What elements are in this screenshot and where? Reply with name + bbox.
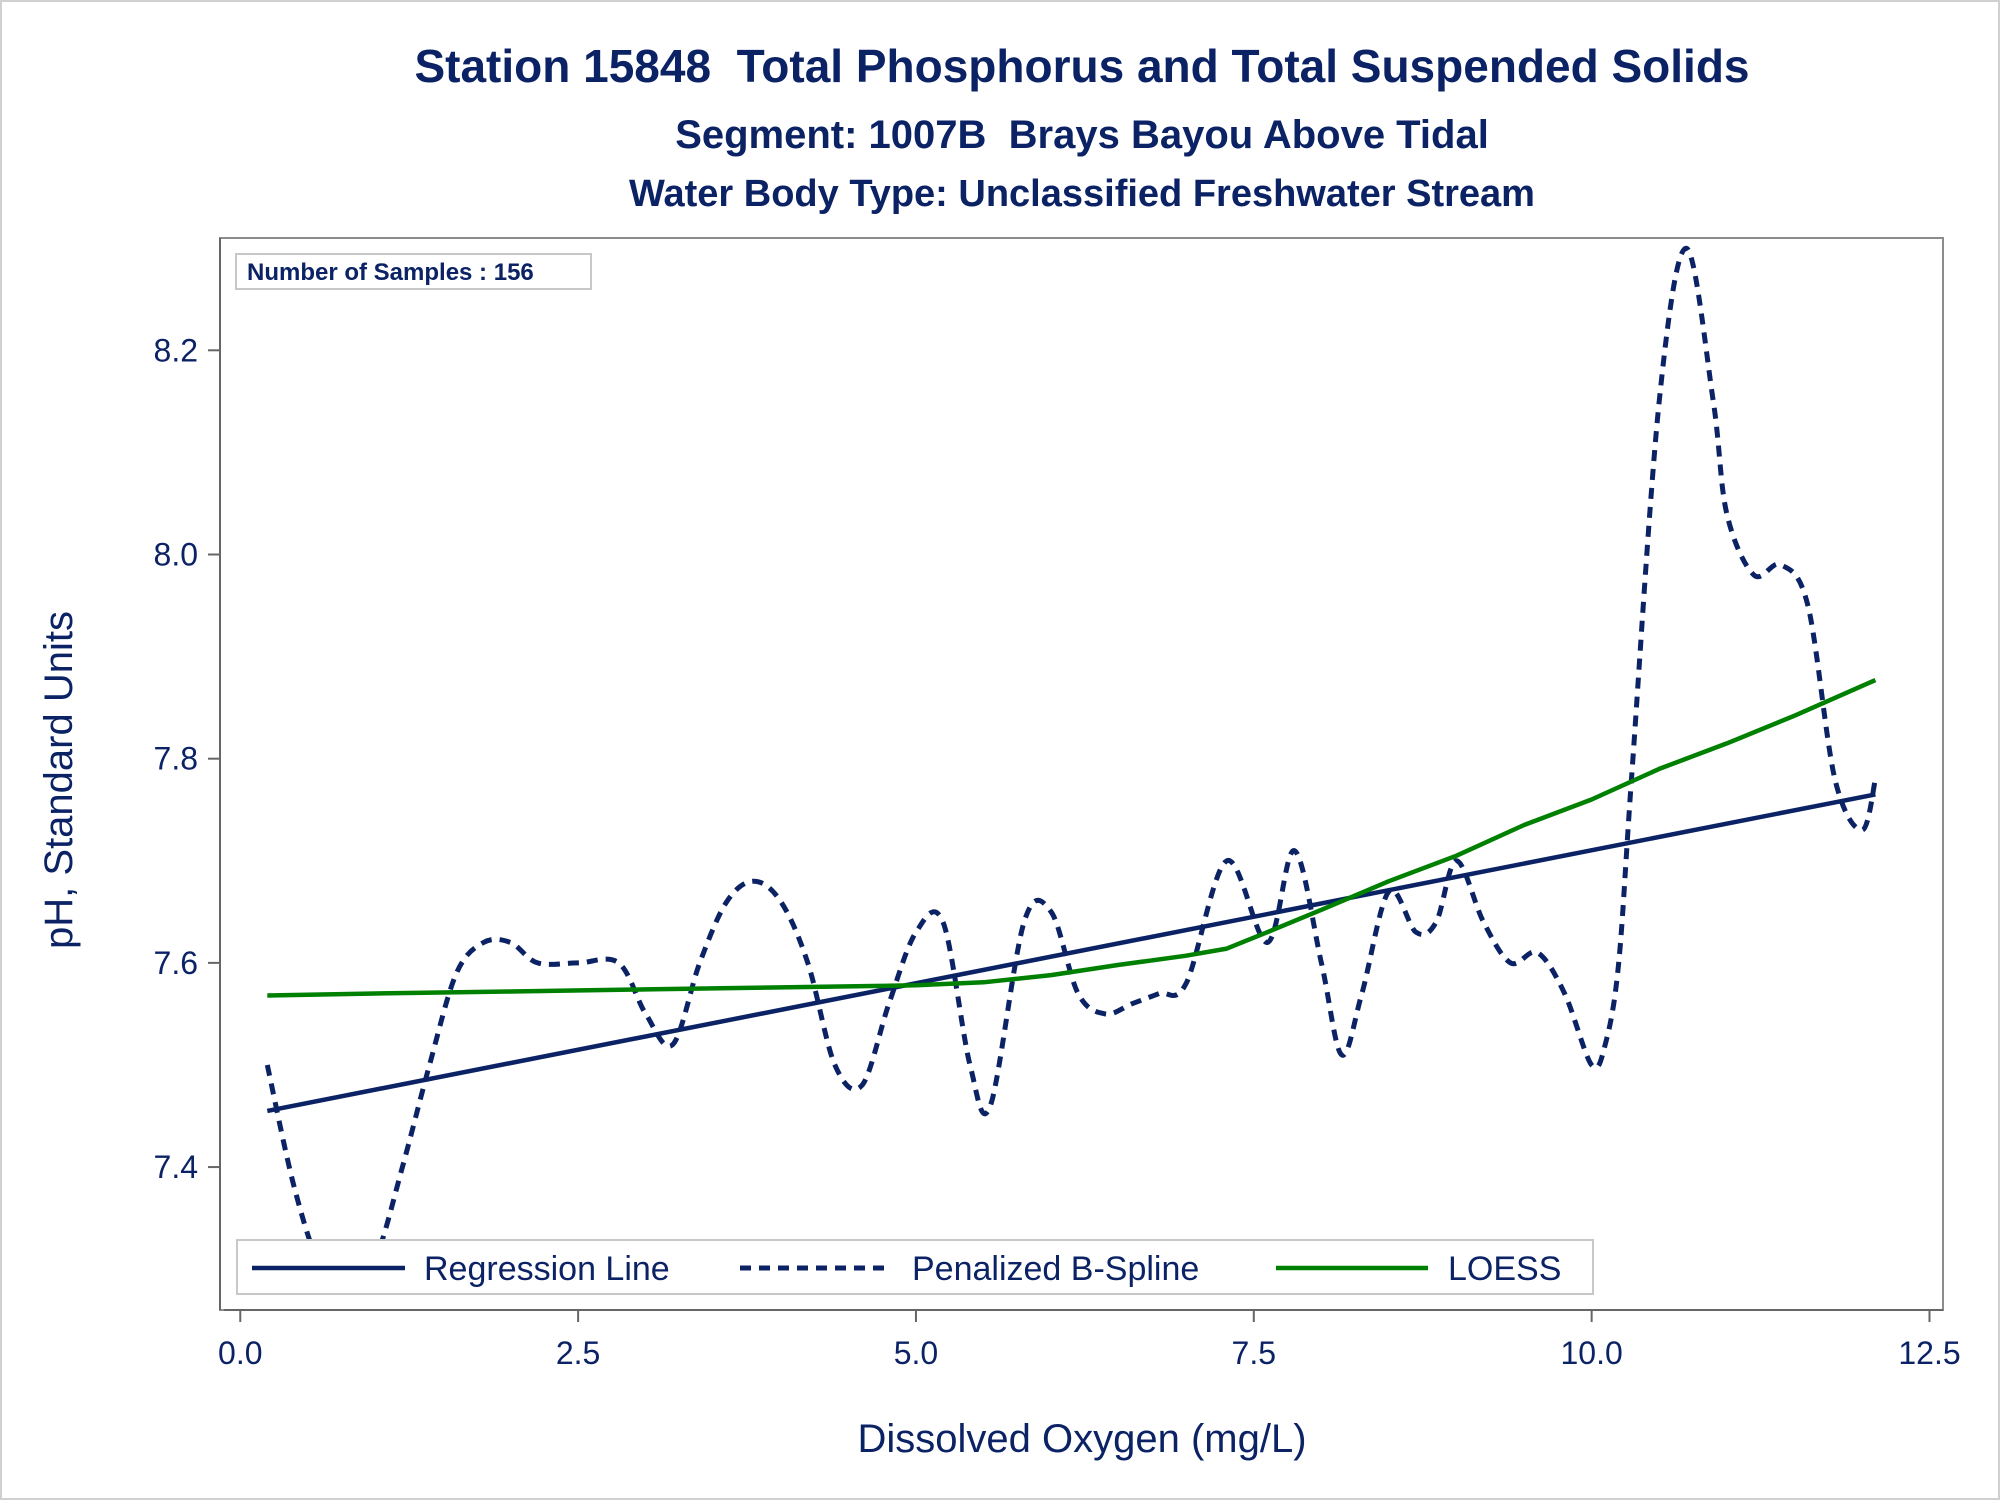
legend-item-penalized-b-spline: Penalized B-Spline bbox=[740, 1250, 1199, 1288]
x-tick-label: 7.5 bbox=[1232, 1335, 1276, 1371]
chart-subtitle: Segment: 1007B Brays Bayou Above Tidal bbox=[675, 113, 1489, 157]
x-tick-label: 10.0 bbox=[1561, 1335, 1623, 1371]
x-axis: 0.0 2.5 5.0 7.5 10.0 12.5 bbox=[218, 1309, 1961, 1371]
y-tick-label: 8.2 bbox=[154, 332, 198, 368]
y-axis: 7.4 7.6 7.8 8.0 8.2 bbox=[154, 238, 221, 1310]
chart-subtitle-2: Water Body Type: Unclassified Freshwater… bbox=[629, 173, 1535, 215]
y-tick-label: 7.6 bbox=[154, 945, 198, 981]
sample-count-box: Number of Samples : 156 bbox=[235, 253, 592, 290]
y-axis-label: pH, Standard Units bbox=[37, 611, 81, 949]
series-line-loess bbox=[267, 678, 1877, 998]
plot-area bbox=[219, 237, 1944, 1311]
y-tick-label: 7.8 bbox=[154, 741, 198, 777]
y-tick-label: 7.4 bbox=[154, 1149, 198, 1185]
series-layer bbox=[264, 245, 1878, 1293]
legend-label: Regression Line bbox=[424, 1250, 670, 1288]
sample-count-label: Number of Samples : 156 bbox=[247, 259, 534, 286]
series-line-penalized-b-spline bbox=[264, 245, 1878, 1293]
y-tick-label: 8.0 bbox=[154, 536, 198, 572]
legend-label: LOESS bbox=[1448, 1250, 1561, 1288]
legend: Regression Line Penalized B-Spline LOESS bbox=[236, 1239, 1594, 1295]
sample-count-frame bbox=[235, 253, 592, 290]
x-tick-label: 5.0 bbox=[894, 1335, 938, 1371]
chart-title: Station 15848 Total Phosphorus and Total… bbox=[414, 40, 1749, 92]
x-tick-label: 2.5 bbox=[556, 1335, 600, 1371]
legend-item-loess: LOESS bbox=[1276, 1250, 1561, 1288]
legend-item-regression-line: Regression Line bbox=[252, 1250, 670, 1288]
x-tick-label: 12.5 bbox=[1898, 1335, 1960, 1371]
legend-label: Penalized B-Spline bbox=[912, 1250, 1199, 1288]
series-line-regression-line bbox=[266, 792, 1876, 1114]
x-tick-label: 0.0 bbox=[218, 1335, 262, 1371]
x-axis-label: Dissolved Oxygen (mg/L) bbox=[857, 1417, 1306, 1461]
